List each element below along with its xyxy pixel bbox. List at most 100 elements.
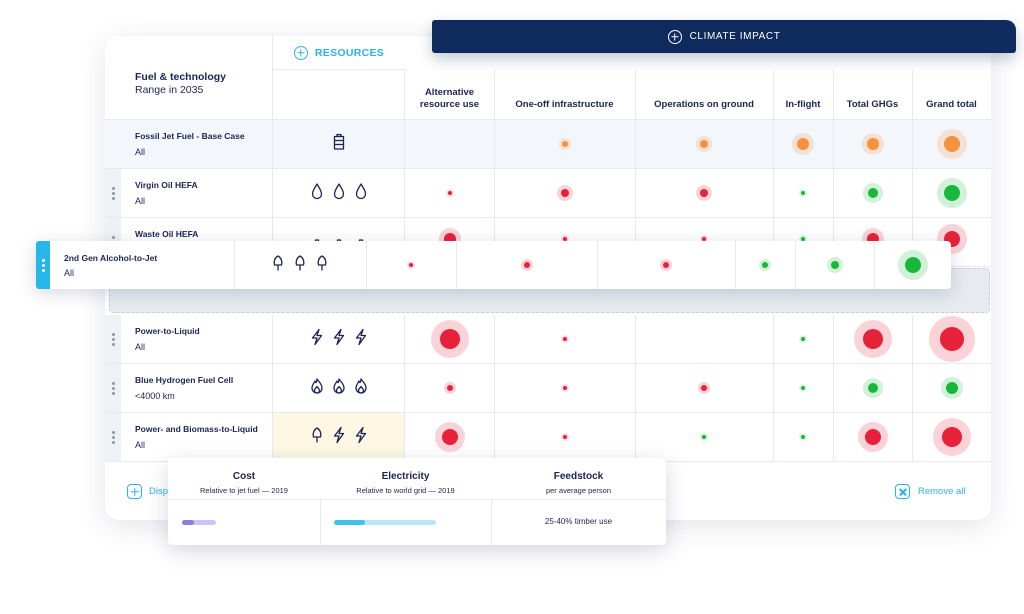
red-impact-dot — [562, 386, 567, 390]
table-row[interactable]: Blue Hydrogen Fuel Cell <4000 km — [105, 364, 991, 413]
display-button[interactable]: Disp — [127, 484, 168, 499]
cell-divider — [404, 364, 405, 412]
lightning-icon — [331, 328, 347, 351]
popup-divider — [168, 499, 666, 500]
popup-column-subtitle: per average person — [545, 486, 612, 495]
fuel-range: All — [135, 342, 146, 352]
popup-column-subtitle: Relative to jet fuel — 2019 — [200, 486, 288, 495]
cell-divider — [773, 315, 774, 363]
table-row[interactable]: Power- and Biomass-to-Liquid All — [105, 413, 991, 462]
level-bar-track — [182, 520, 216, 525]
cell-divider — [833, 413, 834, 461]
red-impact-dot — [939, 327, 964, 351]
cell-divider — [404, 120, 405, 168]
lightning-icon — [353, 426, 369, 449]
orange-impact-dot — [866, 138, 879, 150]
drop-icon — [353, 182, 369, 205]
lightning-icon — [309, 328, 325, 351]
header-divider — [494, 70, 495, 120]
cell-divider — [272, 315, 273, 363]
dragged-row-2nd-gen-alcohol-to-jet[interactable]: 2nd Gen Alcohol-to-Jet All — [36, 241, 951, 289]
flame-icon — [309, 377, 325, 400]
red-impact-dot — [562, 237, 567, 241]
cell-divider — [494, 413, 495, 461]
level-bar-track — [334, 520, 436, 525]
drag-handle[interactable] — [105, 364, 121, 412]
feedstock-value: 25-40% timber use — [544, 517, 613, 526]
resources-tab[interactable]: RESOURCES — [273, 36, 405, 70]
cell-divider — [494, 315, 495, 363]
red-impact-dot — [446, 385, 453, 391]
fuel-column-subtitle: Range in 2035 — [135, 84, 204, 96]
red-impact-dot — [663, 262, 669, 268]
cell-divider — [912, 413, 913, 461]
cell-divider — [635, 120, 636, 168]
cell-divider — [404, 315, 405, 363]
add-circle-icon — [293, 45, 308, 60]
resource-icons — [273, 120, 405, 168]
drag-handle[interactable] — [105, 169, 121, 217]
green-impact-dot — [801, 435, 805, 439]
resource-icons — [273, 413, 405, 461]
fuel-column-title: Fuel & technology — [135, 71, 227, 83]
green-impact-dot — [867, 383, 878, 393]
red-impact-dot — [562, 435, 567, 439]
remove-all-label: Remove all — [918, 486, 966, 497]
table-row[interactable]: Power-to-Liquid All — [105, 315, 991, 364]
table-row[interactable]: Virgin Oil HEFA All — [105, 169, 991, 218]
popup-column-title: Feedstock — [553, 471, 604, 482]
cell-divider — [494, 364, 495, 412]
cell-divider — [272, 120, 273, 168]
orange-impact-dot — [700, 140, 708, 148]
jerrycan-icon — [331, 133, 347, 156]
cell-divider — [404, 169, 405, 217]
cell-divider — [833, 120, 834, 168]
cell-divider — [833, 315, 834, 363]
cell-divider — [366, 241, 367, 289]
fuel-range: <4000 km — [135, 391, 175, 401]
cell-divider — [404, 413, 405, 461]
drag-handle[interactable] — [105, 413, 121, 461]
popup-column-cost: Cost Relative to jet fuel — 2019 — [168, 458, 320, 545]
column-header: Operations on ground — [654, 99, 754, 110]
resource-icons — [273, 315, 405, 363]
cell-divider — [912, 364, 913, 412]
red-impact-dot — [439, 329, 460, 349]
header-divider — [272, 36, 273, 119]
green-impact-dot — [702, 435, 706, 439]
cell-divider — [272, 364, 273, 412]
red-impact-dot — [702, 237, 706, 241]
cell-divider — [456, 241, 457, 289]
green-impact-dot — [801, 191, 805, 195]
column-header: One-off infrastructure — [515, 99, 614, 110]
green-impact-dot — [801, 237, 805, 241]
red-impact-dot — [862, 329, 883, 349]
fuel-name: Fossil Jet Fuel - Base Case — [135, 131, 245, 141]
cell-divider — [912, 169, 913, 217]
cell-divider — [912, 315, 913, 363]
remove-all-button[interactable]: Remove all — [895, 484, 966, 499]
green-impact-dot — [801, 337, 805, 341]
resources-tab-label: RESOURCES — [314, 46, 385, 59]
red-impact-dot — [864, 429, 881, 445]
popup-column-feedstock: Feedstock per average person 25-40% timber… — [491, 458, 666, 545]
flame-icon — [353, 377, 369, 400]
drop-icon — [309, 182, 325, 205]
header-divider — [912, 70, 913, 120]
fuel-name: 2nd Gen Alcohol-to-Jet — [64, 253, 158, 263]
climate-impact-label: CLIMATE IMPACT — [689, 31, 781, 42]
drag-handle[interactable] — [36, 241, 50, 289]
fuel-name: Waste Oil HEFA — [135, 229, 199, 239]
climate-impact-tab[interactable]: CLIMATE IMPACT — [432, 20, 1016, 53]
popup-divider — [491, 499, 492, 545]
green-impact-dot — [867, 188, 878, 198]
table-row[interactable]: Fossil Jet Fuel - Base Case All — [105, 120, 991, 169]
add-square-icon — [127, 484, 142, 499]
orange-impact-dot — [943, 136, 960, 152]
cell-divider — [773, 169, 774, 217]
fuel-name: Virgin Oil HEFA — [135, 180, 198, 190]
drag-handle[interactable] — [105, 315, 121, 363]
popup-column-electricity: Electricity Relative to world grid — 2019 — [320, 458, 491, 545]
red-impact-dot — [447, 191, 452, 195]
orange-impact-dot — [797, 138, 809, 150]
